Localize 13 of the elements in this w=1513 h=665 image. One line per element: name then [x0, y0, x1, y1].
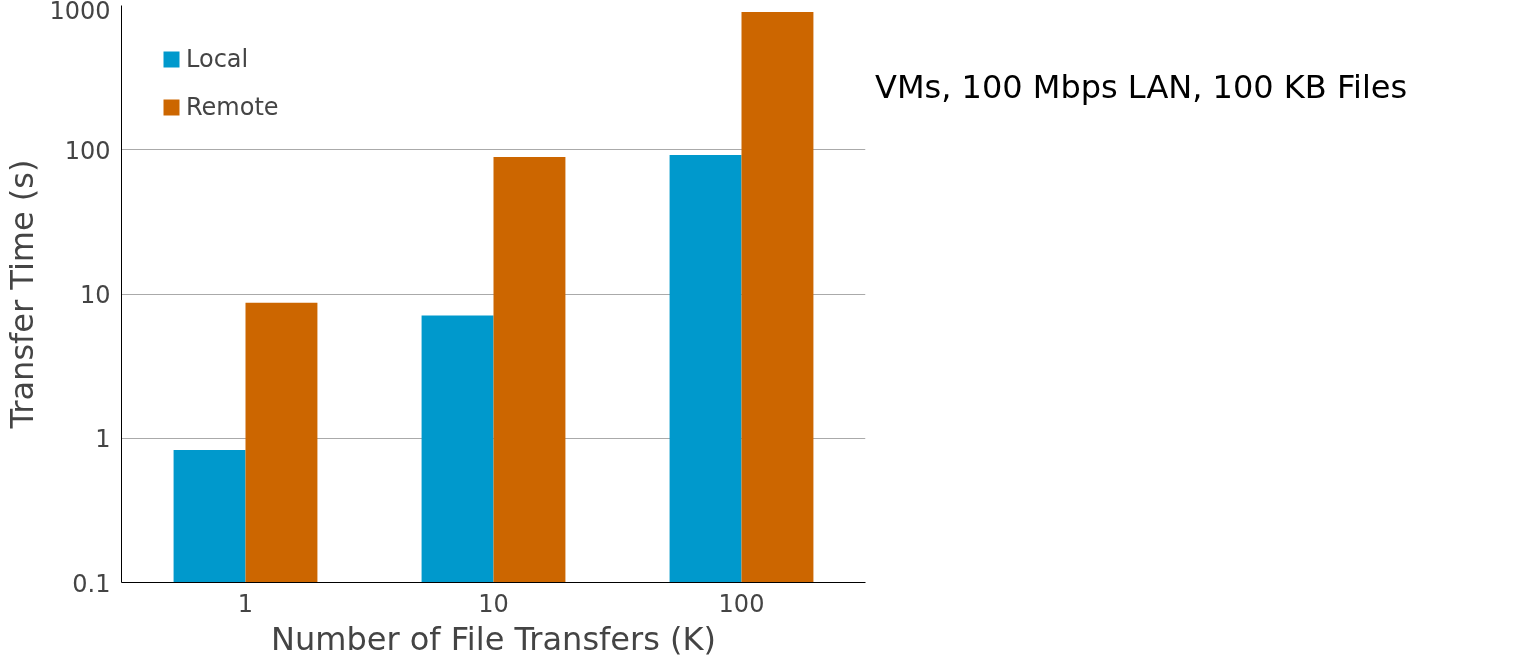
y-tick-label: 100	[64, 136, 111, 165]
y-tick-label: 1000	[49, 0, 111, 25]
y-tick-label: 1	[95, 425, 111, 454]
legend-label: Remote	[186, 93, 279, 121]
y-tick-label: 0.1	[72, 569, 111, 598]
x-tick-label: 10	[478, 589, 509, 618]
x-tick-label: 1	[237, 589, 254, 618]
y-axis-title: Transfer Time (s)	[3, 159, 42, 430]
y-tick-label: 10	[79, 281, 111, 309]
x-axis-title: Number of File Transfers (K)	[271, 619, 716, 658]
text: VMs, 100 Mbps LAN, 100 KB Files	[875, 67, 1409, 108]
x-tick-label: 100	[718, 589, 765, 618]
legend-label: Local	[186, 45, 249, 73]
